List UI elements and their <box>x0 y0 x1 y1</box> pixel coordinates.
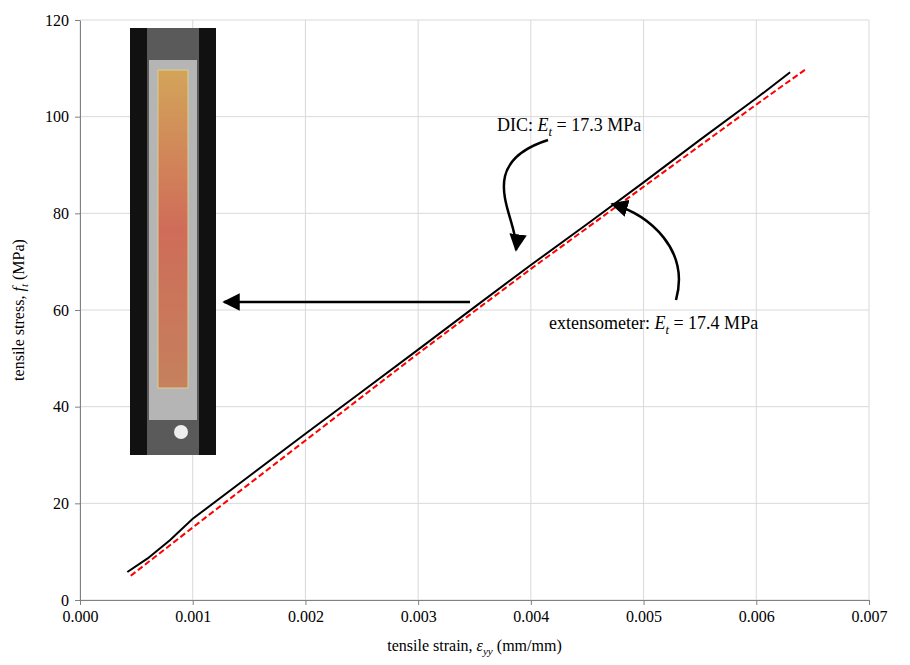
series-lines <box>127 68 807 576</box>
grid-line-y <box>80 503 869 504</box>
annotation: extensometer: Et = 17.4 MPa <box>549 313 758 337</box>
text-part: (mm/mm) <box>493 637 562 655</box>
tick-mark <box>644 600 645 605</box>
arrows <box>224 140 679 302</box>
tick-label: 0.004 <box>513 608 549 625</box>
tick-mark <box>75 503 80 504</box>
text-part: tensile stress, <box>10 292 27 381</box>
tick-mark <box>75 20 80 21</box>
text-part: extensometer: <box>549 313 654 333</box>
tick-mark <box>756 600 757 605</box>
tick-mark <box>75 600 80 601</box>
annotation: DIC: Et = 17.3 MPa <box>497 115 641 139</box>
tick: 80 <box>53 205 80 222</box>
tick-label: 100 <box>45 108 69 125</box>
tick: 0.004 <box>513 600 549 625</box>
series-line <box>131 68 807 576</box>
text-part: DIC: <box>497 115 538 135</box>
tick-label: 0.007 <box>852 608 888 625</box>
tick: 40 <box>53 398 80 415</box>
tick: 20 <box>53 495 80 512</box>
inset-photo <box>130 28 216 455</box>
tick-label: 0.005 <box>626 608 662 625</box>
axis-line <box>80 21 81 601</box>
text-part: = 17.4 MPa <box>669 313 758 333</box>
photo-dic-field <box>158 70 188 388</box>
tick-mark <box>75 213 80 214</box>
y-axis-title: tensile stress, ft (MPa) <box>10 239 30 381</box>
tick-mark <box>75 310 80 311</box>
text-part: tensile strain, <box>387 637 476 654</box>
tick: 0.001 <box>175 600 211 625</box>
photo-grip <box>147 28 199 455</box>
axis-line <box>81 600 870 601</box>
text-part: E <box>537 115 549 135</box>
tick: 0 <box>61 592 80 609</box>
arrow <box>224 301 470 304</box>
tick-mark <box>305 600 306 605</box>
tick-mark <box>80 600 81 605</box>
tick: 0.003 <box>401 600 437 625</box>
chart: 0.000 0.001 0.002 0.003 0.004 0.005 0.006 0.007… <box>0 0 910 665</box>
tick: 100 <box>45 108 80 125</box>
tick-mark <box>75 407 80 408</box>
text-part: = 17.3 MPa <box>552 115 641 135</box>
arrow <box>612 204 679 300</box>
tick: 0.005 <box>626 600 662 625</box>
tick-label: 0 <box>61 592 69 609</box>
text-part: yy <box>482 645 493 657</box>
tick-label: 40 <box>53 398 69 415</box>
photo-ground <box>130 28 216 455</box>
tick-mark <box>869 600 870 605</box>
tick-label: 0.001 <box>175 608 211 625</box>
tick-label: 0.002 <box>288 608 324 625</box>
tick-label: 0.006 <box>739 608 775 625</box>
tick-label: 0.000 <box>63 608 99 625</box>
tick: 120 <box>45 12 80 29</box>
tick-label: 0.003 <box>401 608 437 625</box>
grid <box>80 20 869 600</box>
tick-label: 60 <box>53 302 69 319</box>
text-part: E <box>653 313 665 333</box>
tick-mark <box>418 600 419 605</box>
x-axis: 0.000 0.001 0.002 0.003 0.004 0.005 0.006 0.007 <box>63 600 888 625</box>
text-part: (MPa) <box>10 239 28 284</box>
grid-line-y <box>80 600 869 601</box>
tick: 0.002 <box>288 600 324 625</box>
tick-mark <box>75 117 80 118</box>
photo-pin <box>174 425 188 439</box>
grid-line-y <box>80 20 869 21</box>
tick-label: 20 <box>53 495 69 512</box>
tick-mark <box>531 600 532 605</box>
y-axis: 0 20 40 60 80 100 120 <box>45 12 81 609</box>
tick: 0.006 <box>739 600 775 625</box>
tick: 0.007 <box>852 600 888 625</box>
tick-label: 120 <box>45 12 69 29</box>
x-axis-title: tensile strain, εyy (mm/mm) <box>387 637 561 657</box>
tick-label: 80 <box>53 205 69 222</box>
arrow <box>504 140 548 250</box>
photo-specimen <box>149 60 197 420</box>
tick-mark <box>193 600 194 605</box>
tick: 60 <box>53 302 80 319</box>
